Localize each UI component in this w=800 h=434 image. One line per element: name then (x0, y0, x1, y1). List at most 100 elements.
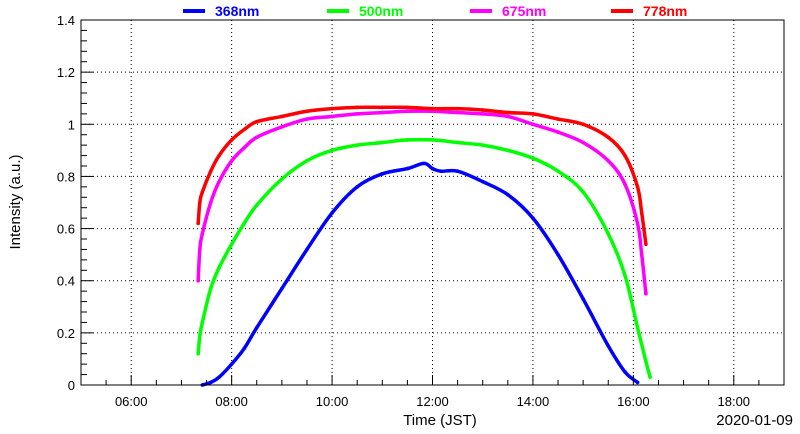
series-500nm-point (208, 286, 213, 291)
x-axis-title: Time (JST) (403, 412, 477, 429)
series-675nm-point (455, 110, 460, 115)
series-500nm-point (430, 138, 435, 142)
series-675nm-point (242, 145, 246, 150)
series-368nm-point (430, 166, 435, 171)
series-500nm-point (581, 190, 585, 194)
series-778nm-point (305, 109, 309, 114)
series-778nm-point (635, 185, 640, 189)
series-778nm-point (355, 105, 359, 110)
series-500nm-point (648, 375, 652, 379)
series-675nm-curve (196, 109, 648, 296)
series-675nm-point (635, 221, 640, 226)
series-500nm-point (280, 177, 284, 181)
x-tick-label: 10:00 (316, 394, 349, 409)
series-500nm-point (196, 351, 200, 356)
legend-label: 778nm (643, 3, 687, 19)
series-675nm-point (208, 200, 213, 205)
series-368nm-point (280, 286, 284, 291)
y-tick-label: 1.2 (57, 65, 75, 80)
y-tick-label: 0.8 (57, 169, 75, 184)
series-368nm-point (355, 185, 359, 189)
legend-label: 675nm (502, 3, 546, 19)
series-layer (196, 105, 652, 387)
series-778nm-point (242, 127, 246, 132)
series-675nm-point (196, 278, 200, 283)
series-778nm-point (198, 200, 202, 205)
series-368nm-point (208, 380, 213, 385)
x-tick-label: 08:00 (215, 394, 248, 409)
series-675nm-point (198, 247, 202, 252)
series-368nm-point (229, 362, 234, 366)
series-368nm-point (581, 297, 585, 301)
series-778nm-point (556, 117, 560, 121)
series-368nm-point (480, 179, 485, 184)
series-500nm-point (229, 242, 234, 247)
series-778nm-point (455, 106, 460, 111)
tick-labels: 06:00 08:00 10:00 12:00 14:00 16:00 18:00 0 0.2 0… (57, 13, 750, 409)
series-500nm-point (644, 359, 648, 364)
date-label: 2020-01-09 (716, 412, 793, 429)
series-675nm-point (330, 114, 334, 119)
series-778nm-point (606, 135, 611, 140)
series-675nm-point (405, 109, 410, 114)
plot-frame (80, 19, 785, 386)
series-675nm-point (305, 117, 309, 121)
series-675nm-point (229, 158, 234, 163)
series-368nm-point (422, 161, 426, 166)
series-778nm-point (217, 153, 221, 158)
series-675nm-point (506, 114, 510, 119)
series-368nm-point (217, 375, 221, 379)
series-368nm-point (439, 169, 443, 174)
series-675nm-point (606, 158, 611, 163)
series-500nm-point (355, 143, 359, 147)
series-778nm-curve (196, 105, 648, 246)
series-368nm-point (623, 370, 627, 374)
series-778nm-point (208, 169, 213, 174)
y-tick-label: 0.4 (57, 274, 75, 289)
series-778nm-point (196, 221, 200, 226)
series-778nm-point (254, 119, 259, 124)
series-778nm-point (581, 122, 585, 127)
series-500nm-curve (196, 137, 652, 379)
y-tick-label: 0 (68, 378, 75, 393)
series-368nm-point (606, 344, 611, 348)
series-778nm-point (480, 108, 485, 112)
series-368nm-point (506, 192, 510, 197)
series-675nm-point (480, 112, 485, 116)
series-500nm-point (455, 140, 460, 145)
series-778nm-point (506, 110, 510, 115)
series-500nm-point (506, 148, 510, 153)
series-500nm-point (380, 140, 385, 145)
series-675nm-point (644, 291, 648, 296)
x-tick-label: 18:00 (718, 394, 751, 409)
x-tick-label: 16:00 (617, 394, 650, 409)
series-500nm-point (198, 333, 202, 338)
series-778nm-point (644, 242, 648, 247)
x-tick-label: 14:00 (517, 394, 550, 409)
series-368nm-point (305, 247, 309, 252)
y-tick-label: 1 (68, 117, 75, 132)
x-tick-label: 06:00 (115, 394, 148, 409)
series-500nm-point (623, 273, 627, 278)
series-778nm-point (623, 153, 627, 158)
series-368nm-point (254, 325, 259, 330)
series-368nm-point (405, 166, 410, 171)
series-500nm-point (305, 158, 309, 163)
series-368nm-point (242, 346, 246, 351)
series-778nm-point (380, 105, 385, 110)
series-368nm-point (635, 380, 640, 385)
series-675nm-point (581, 140, 585, 145)
series-368nm-point (531, 216, 535, 220)
series-500nm-point (217, 265, 221, 270)
series-778nm-point (330, 106, 334, 111)
tick-marks (81, 19, 760, 386)
series-675nm-point (217, 179, 221, 184)
series-778nm-point (229, 138, 234, 142)
legend: 368nm 500nm 675nm 778nm (183, 3, 687, 19)
series-500nm-point (242, 221, 246, 226)
series-778nm-point (280, 114, 284, 119)
series-675nm-point (531, 122, 535, 127)
series-675nm-point (380, 110, 385, 115)
series-675nm-point (639, 252, 644, 257)
